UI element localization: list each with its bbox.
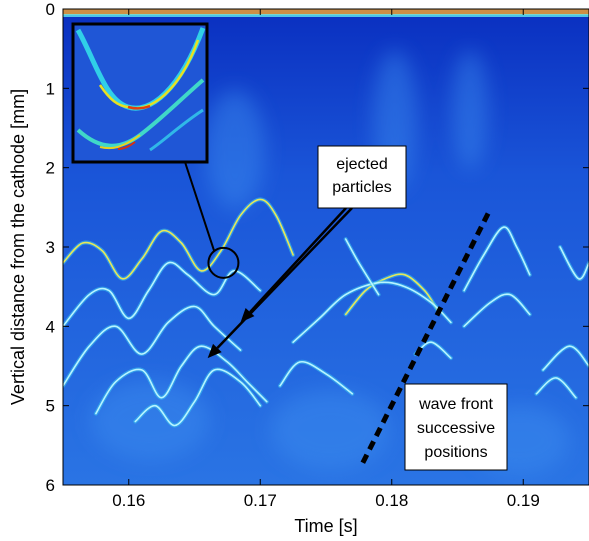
y-tick-label: 1 <box>46 79 55 98</box>
y-tick-label: 3 <box>46 238 55 257</box>
y-tick-label: 4 <box>46 317 55 336</box>
zoom-track-lower-core <box>99 134 141 150</box>
wave-front-line-3: positions <box>424 444 487 461</box>
ejected-particles-annotation: ejected particles <box>207 145 407 359</box>
particle-track <box>542 345 589 371</box>
arrowhead-lower <box>207 343 222 359</box>
ejected-particles-line-2: particles <box>332 179 392 196</box>
y-axis: 0 1 2 3 4 5 6 <box>46 0 589 495</box>
cathode-edge-band-cyan <box>63 14 589 17</box>
x-tick-label: 0.19 <box>507 491 540 510</box>
zoom-track-lower <box>76 78 205 148</box>
ejected-particles-line-1: ejected <box>336 156 388 173</box>
arrow-line-upper <box>249 207 347 313</box>
particle-track <box>463 293 531 328</box>
x-axis: 0.16 0.17 0.18 0.19 <box>112 9 540 510</box>
zoom-track-upper-hot <box>127 104 151 110</box>
particle-track <box>344 273 439 316</box>
zoom-circle <box>207 246 240 279</box>
wave-front-box <box>404 383 508 471</box>
particle-track <box>95 345 268 415</box>
y-axis-label: Vertical distance from the cathode [mm] <box>8 89 28 405</box>
particle-track <box>63 305 242 387</box>
x-tick-label: 0.16 <box>112 491 145 510</box>
zoom-track-third <box>149 108 204 152</box>
particle-track <box>63 198 294 280</box>
x-tick-label: 0.18 <box>375 491 408 510</box>
particle-track <box>344 238 380 296</box>
zoom-inset-background <box>73 24 207 162</box>
arrow-line-lower <box>216 207 353 349</box>
x-axis-label: Time [s] <box>294 516 357 536</box>
cathode-edge-band <box>63 9 589 15</box>
wave-front-annotation: wave front successive positions <box>404 383 508 471</box>
particle-track <box>63 261 262 328</box>
zoom-inset-frame <box>71 22 209 164</box>
y-tick-label: 6 <box>46 476 55 495</box>
zoom-connector-line <box>184 161 216 253</box>
particle-track <box>559 246 589 280</box>
particle-track <box>463 226 531 292</box>
y-tick-label: 2 <box>46 159 55 178</box>
wave-front-line-1: wave front <box>418 396 493 413</box>
wave-front-line-2: successive <box>417 420 495 437</box>
particle-track <box>292 281 452 343</box>
y-tick-label: 0 <box>46 0 55 19</box>
particle-track <box>535 377 577 399</box>
particle-tracks <box>63 197 589 428</box>
zoom-inset-tracks <box>75 27 206 152</box>
wave-front-line <box>360 207 493 464</box>
y-tick-label: 5 <box>46 397 55 416</box>
particle-track <box>279 360 354 395</box>
zoom-track-lower-hot <box>117 141 136 150</box>
particle-track <box>134 368 262 427</box>
x-tick-label: 0.17 <box>244 491 277 510</box>
zoom-inset <box>71 22 209 164</box>
ejected-particles-box <box>317 145 407 209</box>
